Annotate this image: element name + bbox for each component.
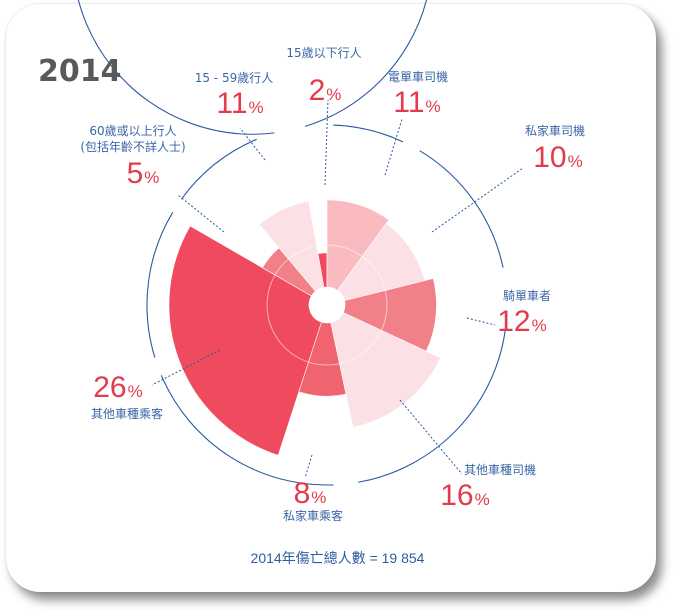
percent-label-2: 10%	[533, 141, 583, 174]
leader-line-3	[466, 317, 496, 326]
outer-ring-arc	[358, 317, 508, 483]
outer-ring-arc	[160, 375, 334, 486]
outer-ring-arc	[333, 124, 404, 143]
chart-leaders	[151, 99, 524, 479]
category-label-7: (包括年齡不詳人士)	[80, 139, 185, 154]
leader-line-7	[177, 194, 225, 233]
outer-ring-arc	[146, 212, 174, 358]
leader-line-8	[239, 127, 266, 161]
slice-4	[330, 312, 441, 428]
leader-line-6	[151, 349, 221, 386]
outer-ring-arc	[419, 150, 504, 268]
center-hole	[309, 287, 345, 323]
chart-slices	[168, 199, 441, 456]
category-label-3: 騎單車者	[503, 289, 551, 303]
category-label-1: 電單車司機	[388, 69, 448, 84]
leader-line-0	[324, 99, 329, 186]
outer-ring-arc	[77, 0, 427, 135]
leader-line-5	[304, 454, 313, 479]
leader-line-1	[384, 118, 403, 176]
percent-label-8: 11%	[216, 87, 263, 120]
chart-labels: 15歲以下行人 2% 電單車司機 11% 私家車司機 10% 騎單車者 12% 其他車種司機 16…	[80, 46, 585, 523]
chart-rings	[77, 0, 508, 486]
category-label-8: 15 - 59歲行人	[195, 71, 274, 85]
percent-label-7: 5%	[127, 157, 160, 190]
percent-label-3: 12%	[497, 305, 547, 338]
percent-label-0: 2%	[309, 74, 342, 107]
leader-line-2	[431, 167, 524, 233]
total-casualties-label: 2014年傷亡總人數 = 19 854	[250, 550, 425, 566]
percent-label-4: 16%	[440, 479, 490, 512]
chart-title: 2014	[38, 54, 122, 89]
category-label-2: 私家車司機	[525, 123, 585, 138]
inner-ring	[266, 244, 388, 366]
leader-line-4	[399, 399, 463, 475]
category-label-6: 其他車種乘客	[91, 406, 163, 421]
category-label-5: 私家車乘客	[283, 508, 343, 523]
category-label-0: 15歲以下行人	[286, 46, 361, 60]
percent-label-6: 26%	[93, 371, 143, 404]
category-label-7: 60歲或以上行人	[89, 124, 176, 138]
percent-label-5: 8%	[294, 477, 327, 510]
category-label-4: 其他車種司機	[464, 462, 536, 477]
outer-ring-arc	[180, 138, 257, 200]
percent-label-1: 11%	[393, 86, 440, 119]
